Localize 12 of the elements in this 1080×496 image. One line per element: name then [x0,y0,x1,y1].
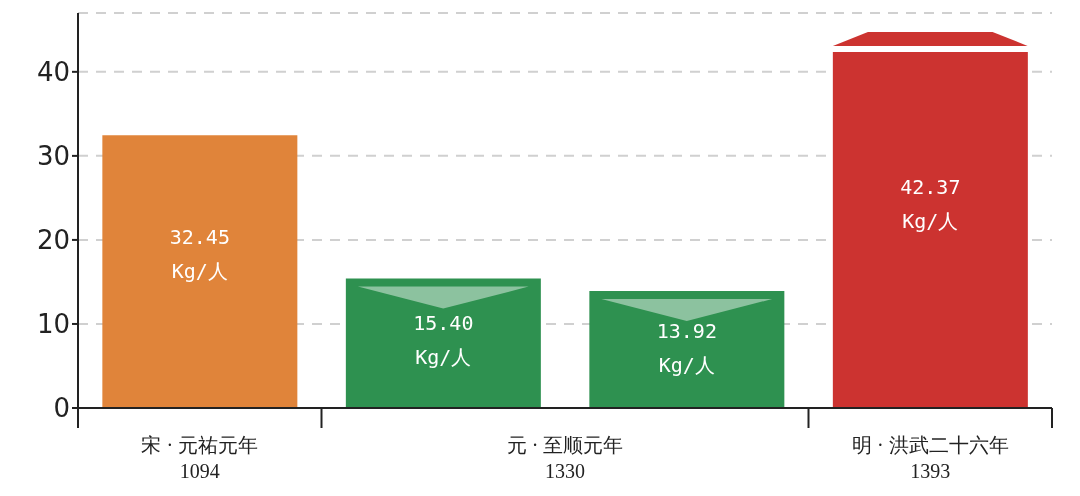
data-label: 32.45 Kg/人 [169,225,230,284]
data-label: 13.92 Kg/人 [656,318,717,377]
data-label: 15.40 Kg/人 [413,311,474,370]
x-tick-label: 宋 · 元祐元年 1094 [141,434,259,482]
data-label: 42.37 Kg/人 [900,175,961,234]
x-tick-label: 元 · 至顺元年 1330 [506,434,624,482]
y-tick-label: 0 [53,393,70,424]
x-tick-label: 明 · 洪武二十六年 1393 [851,434,1009,482]
y-tick-label: 30 [36,141,70,172]
y-tick-label: 20 [36,225,70,256]
y-tick-label: 10 [36,309,70,340]
y-tick-label: 40 [36,57,70,88]
